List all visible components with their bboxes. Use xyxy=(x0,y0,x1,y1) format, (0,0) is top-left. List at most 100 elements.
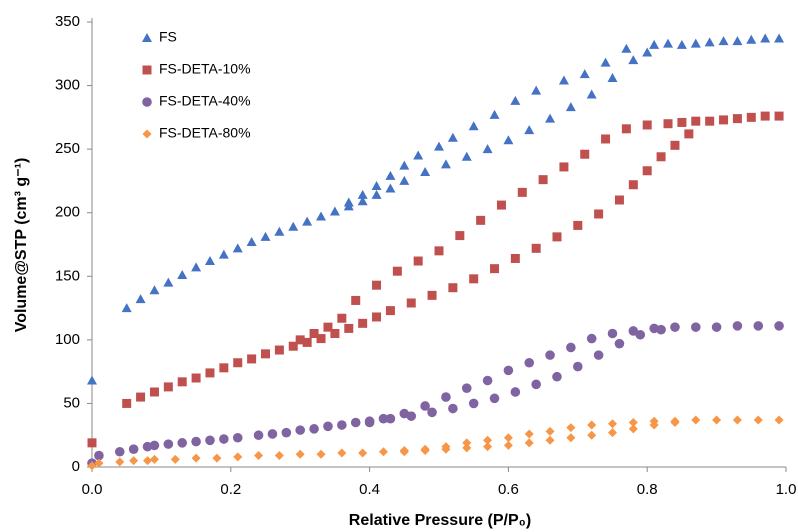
marker xyxy=(545,426,555,436)
marker xyxy=(323,322,333,332)
marker xyxy=(191,436,201,447)
marker xyxy=(170,454,180,464)
marker xyxy=(406,298,416,308)
marker xyxy=(233,452,243,462)
marker xyxy=(288,221,299,231)
marker xyxy=(719,115,729,125)
marker xyxy=(149,454,159,464)
marker xyxy=(712,415,722,425)
x-tick-label: 0.2 xyxy=(220,481,241,498)
marker xyxy=(503,135,514,145)
marker xyxy=(753,415,763,425)
marker xyxy=(136,392,146,402)
marker xyxy=(608,419,617,429)
marker xyxy=(586,89,597,99)
marker xyxy=(774,33,785,43)
marker xyxy=(628,326,639,336)
marker xyxy=(295,425,306,435)
marker xyxy=(482,375,493,386)
marker xyxy=(711,322,722,332)
marker xyxy=(468,121,479,131)
legend-marker xyxy=(142,129,152,139)
marker xyxy=(690,38,701,48)
marker xyxy=(684,129,694,139)
marker xyxy=(330,329,340,338)
marker xyxy=(274,226,285,236)
marker xyxy=(469,274,479,284)
marker xyxy=(663,119,673,129)
marker xyxy=(128,444,139,455)
marker xyxy=(524,438,534,448)
y-tick-label: 250 xyxy=(55,140,80,157)
marker xyxy=(295,449,305,459)
marker xyxy=(267,429,278,439)
marker xyxy=(337,420,347,430)
marker xyxy=(538,175,548,185)
marker xyxy=(87,438,97,448)
marker xyxy=(510,387,521,397)
marker xyxy=(732,36,743,46)
marker xyxy=(746,112,756,122)
marker xyxy=(302,216,313,226)
marker xyxy=(385,306,395,316)
marker xyxy=(420,401,430,411)
marker xyxy=(468,398,479,409)
marker xyxy=(732,114,742,124)
marker xyxy=(573,361,583,372)
marker xyxy=(462,438,472,448)
marker xyxy=(503,433,513,443)
marker xyxy=(691,415,701,425)
marker xyxy=(524,357,535,368)
marker xyxy=(344,323,354,333)
marker xyxy=(246,236,257,246)
marker xyxy=(420,444,430,454)
marker xyxy=(219,363,229,373)
marker xyxy=(281,427,292,438)
marker xyxy=(461,383,472,393)
marker xyxy=(489,393,500,404)
y-axis-title: Volume@STP (cm³ g⁻¹) xyxy=(13,158,30,333)
marker xyxy=(358,318,368,328)
marker xyxy=(115,457,125,467)
marker xyxy=(392,266,402,276)
marker xyxy=(163,382,173,392)
marker xyxy=(350,417,361,428)
marker xyxy=(587,430,597,440)
marker xyxy=(545,113,556,123)
x-tick-label: 0.6 xyxy=(498,481,519,498)
marker xyxy=(691,116,701,126)
marker xyxy=(503,440,513,450)
marker xyxy=(677,117,687,127)
marker xyxy=(399,408,410,419)
marker xyxy=(517,187,527,197)
legend-marker xyxy=(142,65,152,75)
marker xyxy=(649,323,659,334)
marker xyxy=(601,134,611,144)
marker xyxy=(149,440,160,451)
marker xyxy=(607,72,618,82)
marker xyxy=(670,416,680,426)
marker xyxy=(233,358,243,368)
marker xyxy=(122,398,132,408)
marker xyxy=(774,321,784,331)
marker xyxy=(219,434,229,444)
marker xyxy=(357,196,368,206)
marker xyxy=(378,447,388,457)
marker xyxy=(760,33,771,43)
legend-marker xyxy=(142,97,152,107)
marker xyxy=(371,181,382,191)
marker xyxy=(261,349,270,359)
legend-label: FS xyxy=(159,29,177,45)
legend-label: FS-DETA-80% xyxy=(159,125,251,141)
marker xyxy=(121,303,132,313)
marker xyxy=(462,443,472,453)
marker xyxy=(135,294,146,304)
marker xyxy=(579,69,590,79)
marker xyxy=(372,312,382,322)
marker xyxy=(594,209,604,219)
marker xyxy=(316,449,326,459)
marker xyxy=(427,407,437,418)
x-tick-label: 0.0 xyxy=(82,481,103,498)
marker xyxy=(274,451,284,461)
